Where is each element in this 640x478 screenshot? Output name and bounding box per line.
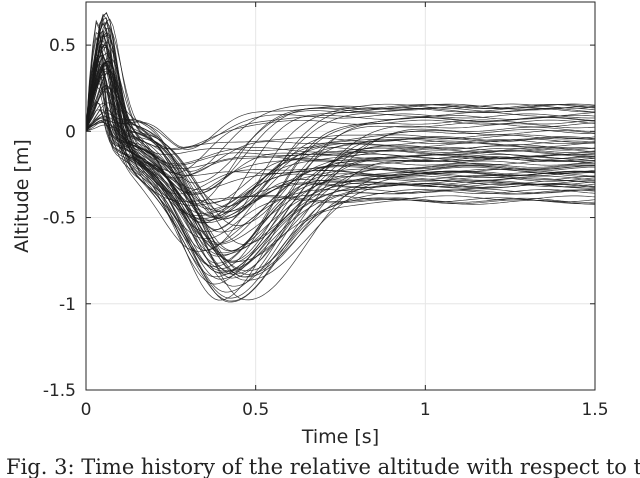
x-tick-label: 0 xyxy=(81,400,92,420)
y-tick-labels: -1.5 -1 -0.5 0 0.5 xyxy=(43,36,76,401)
series-line xyxy=(85,64,596,245)
series-group xyxy=(85,11,596,303)
y-tick-label: -0.5 xyxy=(43,209,76,229)
x-tick-label: 1 xyxy=(420,400,431,420)
series-line xyxy=(85,43,596,285)
altitude-chart: 0 0.5 1 1.5 -1.5 -1 -0.5 0 0.5 Time [s] Altitud… xyxy=(11,1,609,448)
series-line xyxy=(85,68,596,213)
series-line xyxy=(85,54,596,278)
series-line xyxy=(85,116,596,150)
x-tick-label: 0.5 xyxy=(242,400,269,420)
series-line xyxy=(85,61,596,208)
series-line xyxy=(85,13,596,301)
plot-frame xyxy=(85,1,596,391)
series-line xyxy=(85,22,596,287)
series-line xyxy=(85,21,596,275)
series-line xyxy=(85,76,595,251)
series-line xyxy=(85,52,596,280)
series-line xyxy=(85,105,595,150)
x-tick-label: 1.5 xyxy=(581,400,608,420)
y-tick-label: -1.5 xyxy=(43,381,76,401)
series-line xyxy=(85,23,596,303)
series-line xyxy=(85,39,596,299)
series-line xyxy=(85,36,596,272)
series-line xyxy=(85,84,595,220)
series-line xyxy=(85,56,595,220)
series-line xyxy=(85,18,596,279)
y-tick-label: 0 xyxy=(65,122,76,142)
y-axis-label: Altitude [m] xyxy=(11,139,33,253)
x-axis-label: Time [s] xyxy=(301,426,379,448)
series-line xyxy=(85,91,596,240)
series-line xyxy=(85,52,596,263)
y-tick-label: 0.5 xyxy=(49,36,76,56)
x-tick-labels: 0 0.5 1 1.5 xyxy=(81,400,609,420)
axis-ticks xyxy=(85,2,596,391)
series-line xyxy=(85,117,596,150)
series-line xyxy=(85,73,596,221)
series-line xyxy=(85,87,596,172)
series-line xyxy=(85,100,596,191)
series-line xyxy=(85,63,596,257)
series-line xyxy=(85,56,596,213)
series-line xyxy=(85,44,596,262)
series-line xyxy=(85,64,596,264)
series-line xyxy=(85,30,596,245)
series-line xyxy=(85,102,596,174)
series-line xyxy=(85,122,596,165)
series-line xyxy=(85,73,596,219)
series-line xyxy=(85,12,596,278)
series-line xyxy=(85,113,595,148)
y-tick-label: -1 xyxy=(59,295,76,315)
series-line xyxy=(85,22,596,281)
figure-caption: Fig. 3: Time history of the relative alt… xyxy=(6,456,640,478)
